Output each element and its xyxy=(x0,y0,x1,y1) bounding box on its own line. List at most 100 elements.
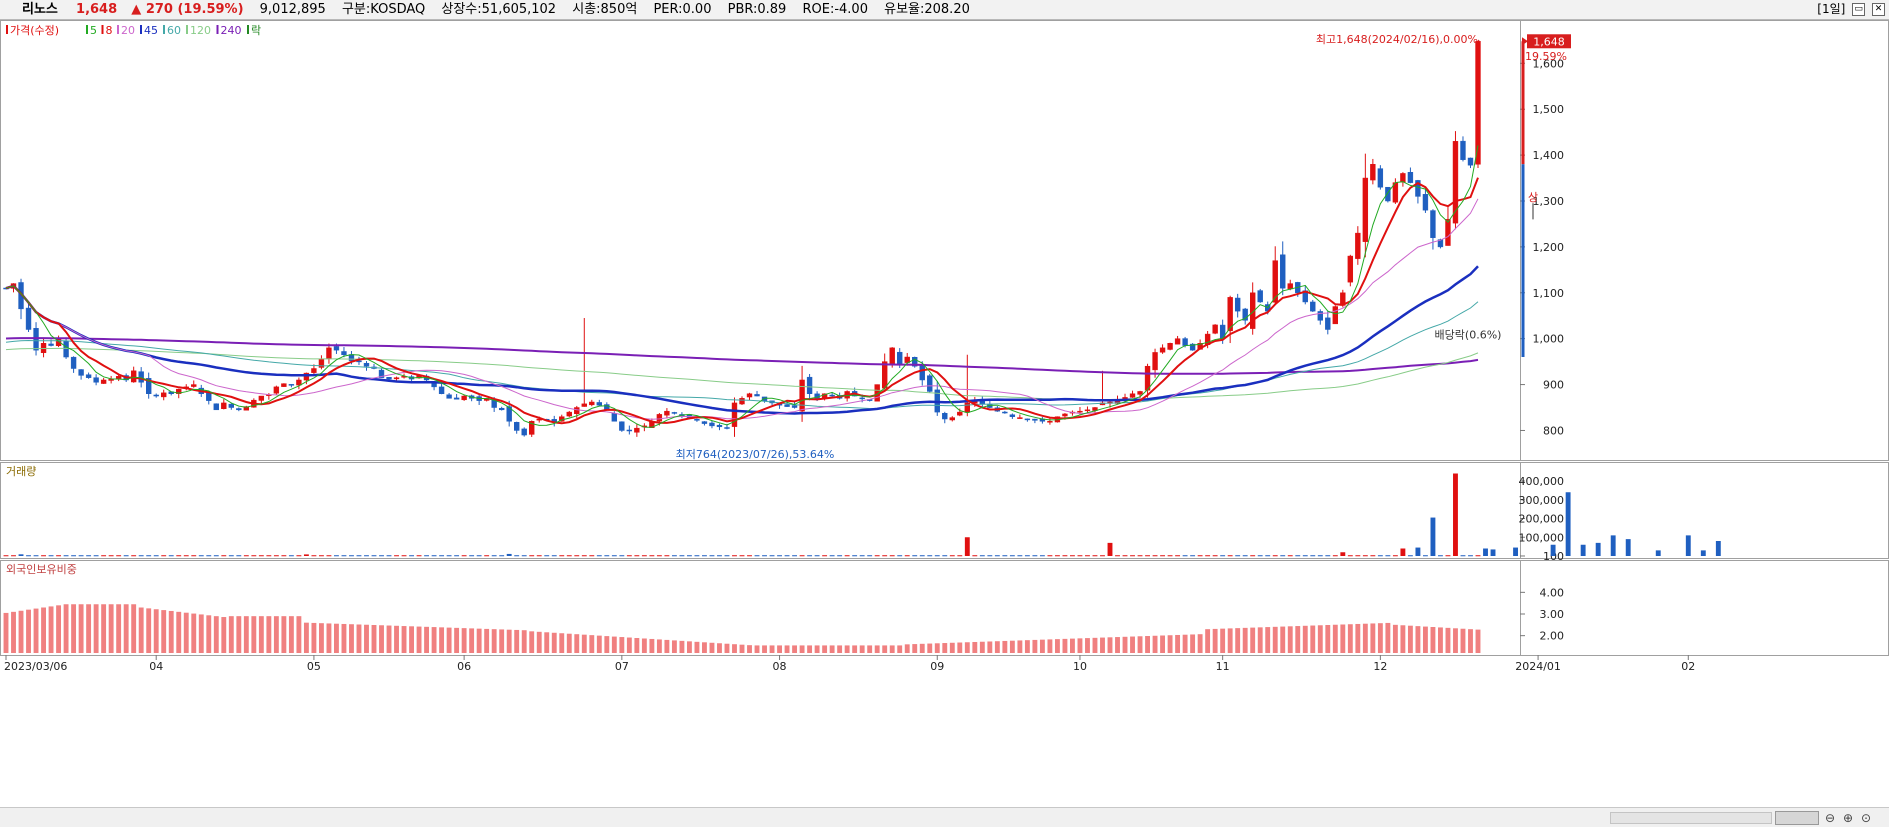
foreign-ratio-bar xyxy=(867,645,873,653)
volume-bar xyxy=(671,555,677,557)
volume-bar xyxy=(296,555,302,557)
volume-bar xyxy=(882,555,888,557)
zoom-in-icon[interactable]: ⊕ xyxy=(1843,811,1854,825)
zoom-fit-icon[interactable]: ⊙ xyxy=(1861,811,1872,825)
candle-body xyxy=(529,421,535,435)
candle-body xyxy=(176,388,182,394)
foreign-ratio-bar xyxy=(994,641,1000,653)
scrollbar-thumb[interactable] xyxy=(1775,811,1819,825)
foreign-ratio-bar xyxy=(709,642,715,653)
date-label: 08 xyxy=(773,660,787,673)
foreign-ratio-bar xyxy=(506,629,512,653)
foreign-ratio-bar xyxy=(1017,640,1023,653)
volume-bar xyxy=(1092,555,1098,557)
volume-bar xyxy=(1212,555,1218,557)
period-selector[interactable]: [1일] xyxy=(1817,2,1846,16)
candle-body xyxy=(724,427,730,429)
foreign-ratio-bar xyxy=(1009,640,1015,653)
restore-icon[interactable]: ▭ xyxy=(1852,3,1866,16)
foreign-ratio-bar xyxy=(1197,634,1203,653)
candle-body xyxy=(453,397,460,400)
foreign-ratio-bar xyxy=(671,640,677,653)
volume-bar xyxy=(1287,555,1293,557)
candle-body xyxy=(48,343,54,346)
candle-body xyxy=(115,376,122,380)
volume-bar xyxy=(18,554,24,556)
volume-bar xyxy=(26,555,31,557)
candle-body xyxy=(228,403,234,408)
volume-bar xyxy=(964,537,970,556)
volume-bar xyxy=(679,555,685,557)
price-tick-label: 1,400 xyxy=(1533,149,1565,162)
candle-body xyxy=(1152,352,1158,371)
scrollbar-track[interactable] xyxy=(1610,812,1772,824)
legend-marker xyxy=(140,25,142,34)
volume-bar xyxy=(604,555,610,557)
volume-bar xyxy=(942,555,948,557)
foreign-ratio-bar xyxy=(499,629,505,653)
volume-bar xyxy=(1468,555,1473,557)
zoom-out-icon[interactable]: ⊖ xyxy=(1825,811,1836,825)
candle-body xyxy=(1212,324,1218,334)
volume-bar xyxy=(514,555,520,557)
volume-bar xyxy=(814,555,820,557)
foreign-ratio-bar xyxy=(401,626,407,653)
foreign-ratio-bar xyxy=(1032,639,1038,653)
candle-body xyxy=(957,411,963,416)
foreign-ratio-bar xyxy=(717,643,722,653)
stock-chart: 800 900 1,000 1,100 1,200 1,300 1,400 1,500 1,60… xyxy=(0,20,1889,673)
foreign-ratio-bar xyxy=(686,641,692,653)
volume-bar xyxy=(469,555,475,557)
volume-bar xyxy=(258,555,264,557)
volume-bar xyxy=(1107,542,1113,556)
close-icon[interactable]: ✕ xyxy=(1872,3,1885,16)
volume-bar xyxy=(1054,555,1060,557)
legend-marker xyxy=(186,25,188,34)
volume-bar xyxy=(1250,555,1256,557)
foreign-ratio-bar xyxy=(1137,636,1143,653)
foreign-ratio-bar xyxy=(957,642,963,653)
date-label: 2023/03/06 xyxy=(4,660,67,673)
current-price: 1,648 xyxy=(76,2,118,17)
foreign-ratio-bar xyxy=(48,606,54,653)
candle-body xyxy=(859,397,865,400)
volume-bar xyxy=(1347,555,1353,557)
candle-body xyxy=(754,394,760,397)
foreign-ratio-bar xyxy=(949,642,955,653)
dividend-label: 배당락(0.6%) xyxy=(1435,329,1502,342)
price-tick-label: 1,500 xyxy=(1533,103,1565,116)
candle-body xyxy=(949,417,955,421)
foreign-ratio-bar xyxy=(919,643,925,653)
foreign-ratio-bar xyxy=(551,632,557,653)
legend-marker xyxy=(247,25,249,34)
listed-shares: 상장수:51,605,102 xyxy=(441,2,557,17)
candle-body xyxy=(1460,140,1466,160)
candle-body xyxy=(393,377,400,380)
foreign-ratio-bar xyxy=(146,608,152,653)
scroll-bar[interactable]: ⊖ ⊕ ⊙ xyxy=(0,807,1889,827)
candle-body xyxy=(806,376,813,394)
volume-bar xyxy=(11,555,16,557)
legend-label: 가격(수정) xyxy=(10,24,59,37)
candle-body xyxy=(1234,297,1241,312)
volume-bar xyxy=(349,555,354,557)
foreign-ratio-bar xyxy=(431,627,437,653)
volume-bar xyxy=(101,555,107,557)
date-label: 11 xyxy=(1216,660,1230,673)
foreign-ratio-bar xyxy=(1340,624,1346,653)
foreign-ratio-bar xyxy=(303,622,309,653)
foreign-ratio-bar xyxy=(191,613,197,653)
candle-body xyxy=(1129,393,1136,398)
volume-bar xyxy=(544,555,550,557)
candle-body xyxy=(1377,168,1384,188)
foreign-ratio-bar xyxy=(71,604,77,653)
foreign-ratio-bar xyxy=(1453,628,1458,653)
volume-bar xyxy=(1490,549,1496,556)
foreign-ratio-bar xyxy=(596,635,602,653)
candle-body xyxy=(897,351,903,365)
volume-bar xyxy=(1009,555,1015,557)
candle-body xyxy=(1332,306,1338,325)
foreign-ratio-bar xyxy=(807,645,813,653)
volume-bar xyxy=(807,555,813,557)
volume-bar xyxy=(1422,555,1428,557)
